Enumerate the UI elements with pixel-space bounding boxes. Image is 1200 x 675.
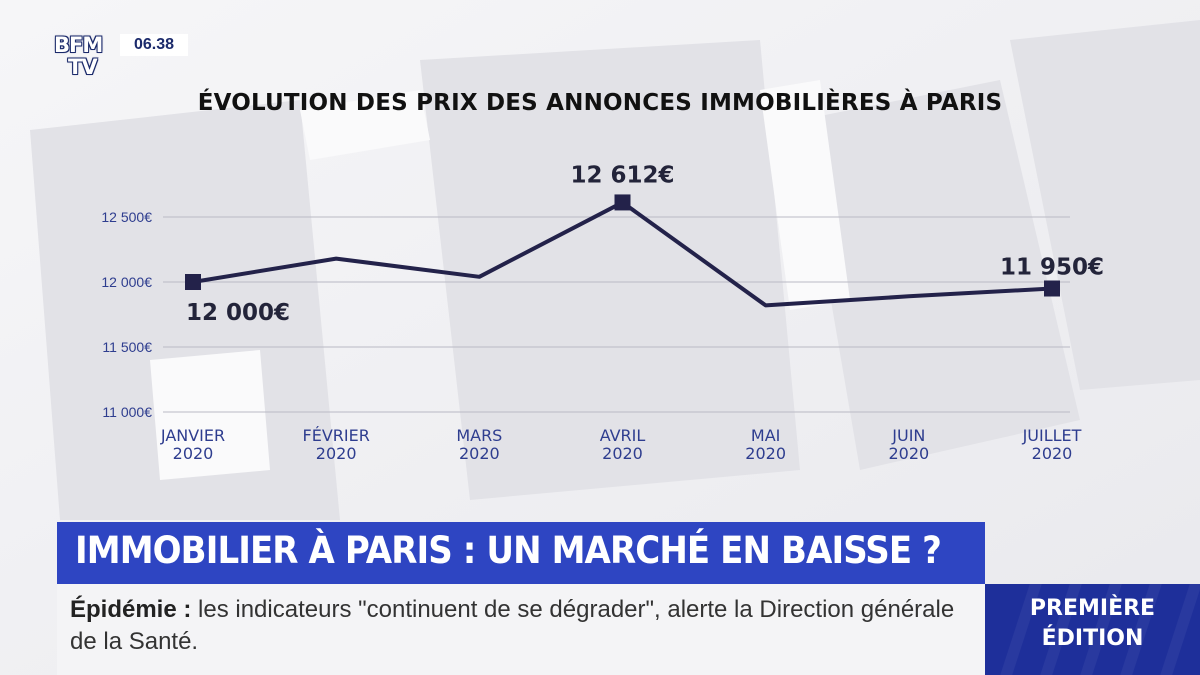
bfm-tv-logo: BFM TV <box>54 34 116 86</box>
y-tick-label: 11 500€ <box>102 339 152 355</box>
x-tick-label: MAI <box>751 426 780 445</box>
y-tick-label: 12 500€ <box>101 209 152 225</box>
ticker-keyword: Épidémie : <box>70 596 192 623</box>
headline-banner: IMMOBILIER À PARIS : UN MARCHÉ EN BAISSE… <box>57 522 985 584</box>
data-label: 12 000€ <box>186 300 290 326</box>
chart-title: ÉVOLUTION DES PRIX DES ANNONCES IMMOBILI… <box>197 90 1003 116</box>
data-point-marker <box>614 194 631 211</box>
series-line <box>191 200 1054 308</box>
broadcast-clock: 06.38 <box>120 34 188 56</box>
news-ticker: Épidémie : les indicateurs "continuent d… <box>57 584 985 675</box>
ticker-text: les indicateurs "continuent de se dégrad… <box>70 596 955 655</box>
x-tick-label: 2020 <box>316 444 357 463</box>
logo-text-tv: TV <box>68 55 98 79</box>
x-tick-label: 2020 <box>173 444 214 463</box>
data-label: 11 950€ <box>1000 255 1104 281</box>
x-tick-label: AVRIL <box>600 426 646 445</box>
x-tick-label: JUILLET <box>1022 426 1082 445</box>
edition-line-2: ÉDITION <box>1041 626 1144 651</box>
price-line-chart: 12 500€12 000€11 500€11 000€JANVIER2020F… <box>101 162 1104 463</box>
y-tick-label: 12 000€ <box>101 274 152 290</box>
x-tick-label: MARS <box>456 426 502 445</box>
headline-text: IMMOBILIER À PARIS : UN MARCHÉ EN BAISSE… <box>75 529 942 572</box>
edition-badge: PREMIÈRE ÉDITION <box>985 584 1200 675</box>
logo-text-bfm: BFM <box>54 33 103 57</box>
x-tick-label: JUIN <box>891 426 925 445</box>
watermark-highlights <box>150 80 850 480</box>
y-tick-label: 11 000€ <box>102 404 152 420</box>
x-tick-label: 2020 <box>1032 444 1073 463</box>
x-tick-label: 2020 <box>888 444 929 463</box>
x-tick-label: FÉVRIER <box>303 426 370 445</box>
edition-line-1: PREMIÈRE <box>1029 596 1156 621</box>
data-point-marker <box>185 274 201 290</box>
x-tick-label: 2020 <box>602 444 643 463</box>
x-tick-label: JANVIER <box>160 426 225 445</box>
data-point-marker <box>1044 280 1060 297</box>
x-tick-label: 2020 <box>745 444 786 463</box>
data-label: 12 612€ <box>570 162 674 188</box>
x-tick-label: 2020 <box>459 444 500 463</box>
